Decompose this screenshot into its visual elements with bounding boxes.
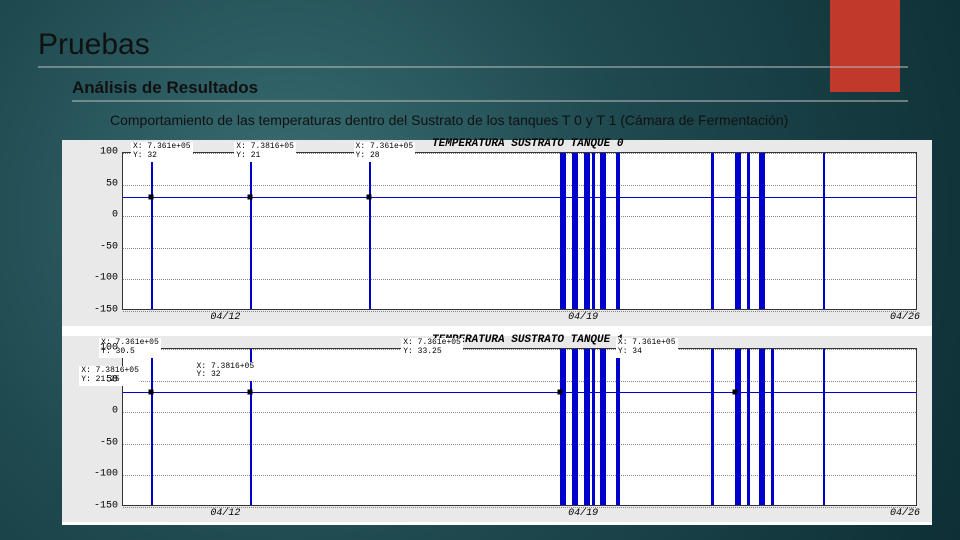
plot-area-0: X: 7.361e+05 Y: 32X: 7.3816+05 Y: 21X: 7… [122, 152, 917, 310]
data-spike [735, 153, 741, 309]
y-tick-label: -150 [88, 501, 118, 512]
data-marker [558, 389, 563, 394]
data-spike [592, 153, 595, 309]
data-spike [572, 153, 578, 309]
data-marker [367, 195, 372, 200]
data-spike [823, 153, 825, 309]
chart-panel-1: TEMPERATURA SUSTRATO TANQUE 1 X: 7.361e+… [62, 336, 932, 522]
data-spike [735, 349, 741, 505]
chart-title-0: TEMPERATURA SUSTRATO TANQUE 0 [432, 138, 623, 150]
data-spike [369, 153, 371, 309]
y-tick-label: 50 [88, 374, 118, 385]
section-title: Análisis de Resultados [72, 78, 258, 98]
y-tick-label: 100 [88, 343, 118, 354]
gridline [123, 279, 916, 280]
y-tick-label: -150 [88, 305, 118, 316]
chart-panel-0: TEMPERATURA SUSTRATO TANQUE 0 X: 7.361e+… [62, 140, 932, 326]
gridline [123, 444, 916, 445]
gridline [123, 412, 916, 413]
data-spike [711, 349, 714, 505]
y-tick-label: -100 [88, 273, 118, 284]
y-tick-label: -50 [88, 241, 118, 252]
y-tick-label: 100 [88, 147, 118, 158]
x-tick-label: 04/26 [890, 508, 920, 519]
data-spike [616, 349, 620, 505]
gridline [123, 248, 916, 249]
gridline [123, 216, 916, 217]
y-tick-label: 0 [88, 210, 118, 221]
y-tick-label: -100 [88, 469, 118, 480]
data-marker [248, 389, 253, 394]
gridline [123, 311, 916, 312]
data-marker [148, 389, 153, 394]
data-spike [151, 153, 153, 309]
divider [72, 100, 908, 102]
data-spike [600, 153, 606, 309]
gridline [123, 475, 916, 476]
data-spike [250, 153, 252, 309]
accent-bar [830, 0, 900, 92]
x-tick-label: 04/19 [568, 508, 598, 519]
marker-label: X: 7.361e+05 Y: 34 [616, 338, 678, 358]
baseline [123, 197, 916, 198]
marker-label: X: 7.361e+05 Y: 33.25 [401, 338, 463, 358]
section-description: Comportamiento de las temperaturas dentr… [110, 112, 788, 128]
data-spike [711, 153, 714, 309]
data-spike [592, 349, 595, 505]
x-tick-label: 04/26 [890, 312, 920, 323]
data-spike [584, 153, 590, 309]
marker-label: X: 7.361e+05 Y: 28 [354, 142, 416, 162]
y-tick-label: 50 [88, 178, 118, 189]
data-spike [600, 349, 606, 505]
x-tick-label: 04/12 [210, 508, 240, 519]
data-spike [572, 349, 578, 505]
plot-area-1: X: 7.361e+05 Y: 30.5X: 7.3816+05 Y: 21.2… [122, 348, 917, 506]
marker-label: X: 7.3816+05 Y: 32 [195, 362, 257, 382]
y-tick-label: 0 [88, 406, 118, 417]
data-spike [151, 349, 153, 505]
data-marker [733, 389, 738, 394]
x-tick-label: 04/12 [210, 312, 240, 323]
data-spike [560, 153, 566, 309]
y-tick-label: -50 [88, 437, 118, 448]
data-spike [747, 153, 750, 309]
x-tick-label: 04/19 [568, 312, 598, 323]
gridline [123, 185, 916, 186]
marker-label: X: 7.3816+05 Y: 21 [234, 142, 296, 162]
marker-label: X: 7.361e+05 Y: 32 [131, 142, 193, 162]
data-spike [759, 153, 765, 309]
data-marker [248, 195, 253, 200]
divider [38, 66, 908, 68]
data-marker [148, 195, 153, 200]
data-spike [560, 349, 566, 505]
baseline [123, 392, 916, 393]
gridline [123, 349, 916, 350]
chart-container: TEMPERATURA SUSTRATO TANQUE 0 X: 7.361e+… [62, 140, 932, 525]
data-spike [584, 349, 590, 505]
page-title: Pruebas [38, 28, 150, 62]
data-spike [771, 349, 774, 505]
data-spike [747, 349, 750, 505]
data-spike [823, 349, 825, 505]
data-spike [759, 349, 765, 505]
gridline [123, 507, 916, 508]
data-spike [616, 153, 620, 309]
